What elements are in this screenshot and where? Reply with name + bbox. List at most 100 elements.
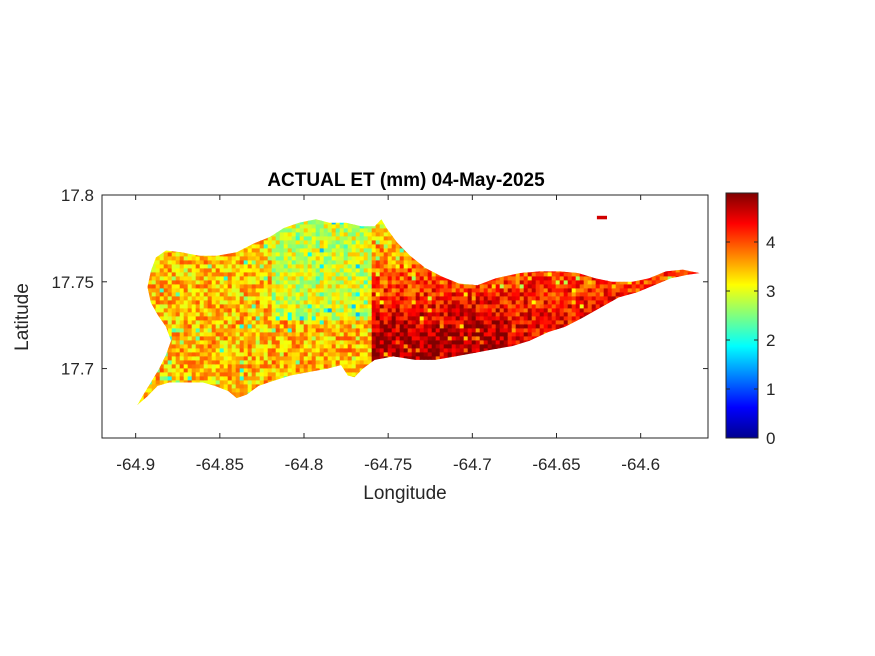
raster-cell: [159, 308, 165, 313]
raster-cell: [143, 316, 149, 321]
raster-cell: [527, 268, 533, 273]
raster-cell: [195, 372, 201, 377]
raster-cell: [507, 296, 513, 301]
raster-cell: [439, 244, 445, 249]
raster-cell: [151, 256, 157, 261]
raster-cell: [359, 228, 365, 233]
raster-cell: [383, 356, 389, 361]
raster-cell: [419, 280, 425, 285]
raster-cell: [416, 408, 421, 413]
raster-cell: [167, 236, 173, 241]
raster-cell: [467, 336, 473, 341]
raster-cell: [459, 264, 465, 269]
raster-cell: [487, 384, 493, 389]
raster-cell: [163, 352, 169, 357]
raster-cell: [323, 380, 329, 385]
raster-cell: [247, 300, 253, 305]
raster-cell: [231, 328, 237, 333]
raster-cell: [439, 352, 445, 357]
raster-cell: [359, 300, 365, 305]
raster-cell: [443, 344, 449, 349]
raster-cell: [195, 340, 201, 345]
raster-cell: [511, 328, 517, 333]
raster-cell: [323, 328, 329, 333]
raster-cell: [191, 264, 197, 269]
raster-cell: [299, 336, 305, 341]
raster-cell: [523, 244, 529, 249]
raster-cell: [171, 220, 177, 225]
raster-cell: [259, 360, 265, 365]
raster-cell: [383, 300, 389, 305]
raster-cell: [263, 404, 269, 405]
raster-cell: [191, 292, 197, 297]
raster-cell: [263, 304, 269, 309]
raster-cell: [475, 332, 481, 337]
raster-cell: [227, 388, 233, 393]
raster-cell: [239, 276, 245, 281]
raster-cell: [407, 236, 413, 241]
raster-cell: [188, 408, 193, 413]
raster-cell: [507, 252, 513, 257]
raster-cell: [235, 260, 241, 265]
raster-cell: [171, 332, 177, 337]
raster-cell: [439, 219, 445, 221]
raster-cell: [323, 384, 329, 389]
raster-cell: [227, 228, 233, 233]
raster-cell: [439, 368, 445, 373]
raster-cell: [199, 252, 205, 257]
raster-cell: [327, 384, 333, 389]
raster-cell: [487, 400, 493, 405]
raster-cell: [415, 344, 421, 349]
raster-cell: [223, 344, 229, 349]
raster-cell: [147, 220, 153, 225]
raster-cell: [279, 380, 285, 385]
raster-cell: [367, 220, 373, 225]
raster-cell: [243, 344, 249, 349]
raster-cell: [507, 280, 513, 285]
raster-cell: [383, 252, 389, 257]
raster-cell: [251, 224, 257, 229]
raster-cell: [196, 212, 201, 217]
raster-cell: [443, 268, 449, 273]
raster-cell: [215, 332, 221, 337]
raster-cell: [203, 236, 209, 241]
raster-cell: [215, 224, 221, 229]
raster-cell: [451, 240, 457, 245]
raster-cell: [167, 268, 173, 273]
raster-cell: [199, 220, 205, 225]
raster-cell: [463, 340, 469, 345]
raster-cell: [411, 232, 417, 237]
raster-cell: [471, 224, 477, 229]
raster-cell: [327, 232, 333, 237]
raster-cell: [187, 288, 193, 293]
raster-cell: [391, 404, 397, 405]
raster-cell: [235, 292, 241, 297]
raster-cell: [327, 304, 333, 309]
raster-cell: [137, 360, 141, 365]
raster-cell: [503, 340, 509, 345]
raster-cell: [303, 308, 309, 313]
raster-cell: [343, 244, 349, 249]
raster-cell: [471, 220, 477, 225]
raster-cell: [411, 364, 417, 369]
raster-cell: [451, 252, 457, 257]
raster-cell: [339, 336, 345, 341]
raster-cell: [203, 384, 209, 389]
raster-cell: [247, 219, 253, 221]
raster-cell: [279, 332, 285, 337]
raster-cell: [275, 396, 281, 401]
raster-cell: [259, 388, 265, 393]
raster-cell: [383, 228, 389, 233]
raster-cell: [507, 344, 513, 349]
raster-cell: [395, 264, 401, 269]
raster-cell: [187, 368, 193, 373]
raster-cell: [519, 220, 525, 225]
raster-cell: [367, 240, 373, 245]
raster-cell: [355, 264, 361, 269]
raster-cell: [283, 396, 289, 401]
raster-cell: [171, 296, 177, 301]
raster-cell: [439, 256, 445, 261]
raster-cell: [179, 392, 185, 397]
raster-cell: [403, 292, 409, 297]
raster-cell: [315, 232, 321, 237]
